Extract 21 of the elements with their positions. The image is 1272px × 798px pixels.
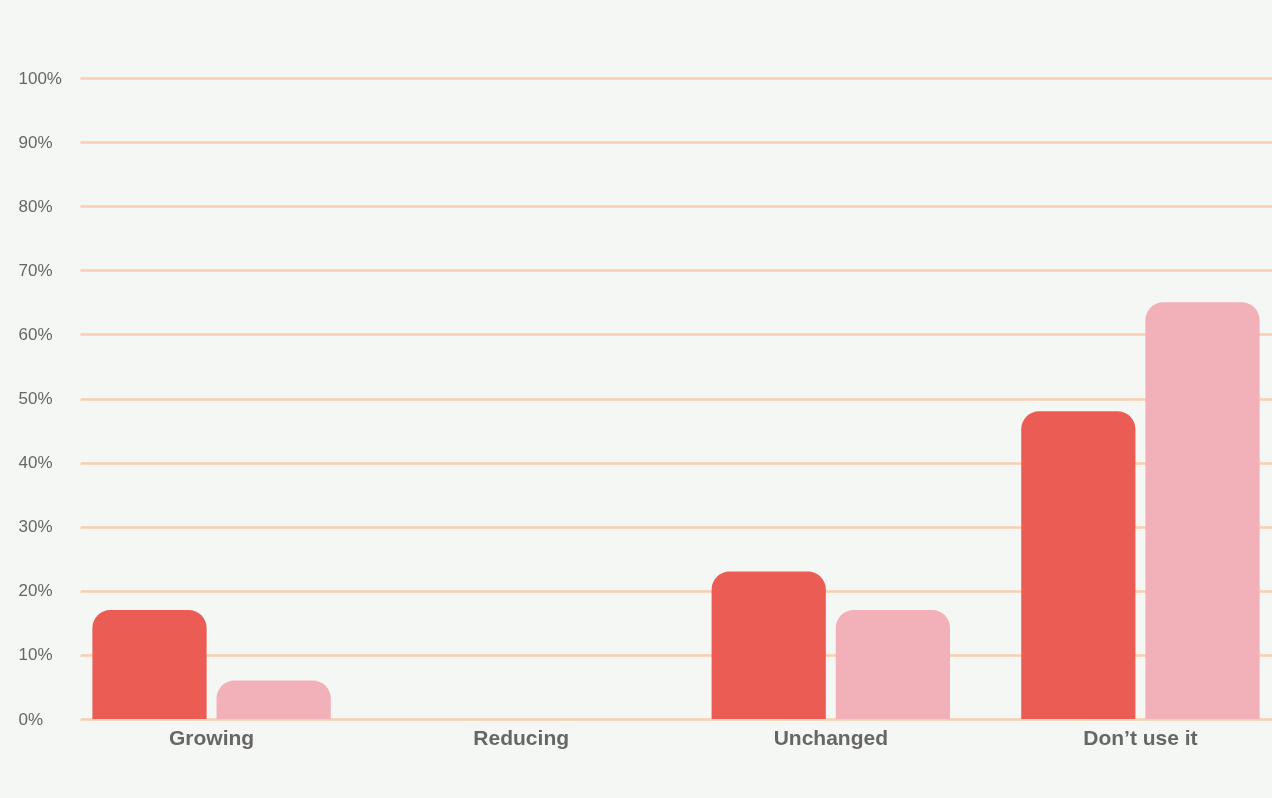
bar	[1145, 302, 1260, 719]
y-tick-label: 100%	[18, 68, 62, 88]
bar	[711, 571, 826, 719]
x-tick-label: Growing	[169, 725, 255, 749]
bar	[216, 680, 331, 719]
bar	[1021, 411, 1136, 719]
x-tick-label: Don’t use it	[1083, 725, 1198, 749]
y-tick-label: 20%	[18, 581, 53, 601]
y-tick-label: 10%	[18, 645, 53, 665]
x-tick-label: Reducing	[473, 725, 570, 749]
bar	[835, 610, 951, 719]
y-tick-label: 40%	[18, 453, 53, 473]
y-tick-label: 70%	[18, 260, 53, 280]
y-tick-label: 50%	[18, 389, 53, 408]
y-tick-label: 90%	[18, 132, 53, 152]
bar	[92, 610, 207, 719]
y-tick-label: 60%	[18, 324, 53, 344]
y-tick-label: 30%	[18, 517, 53, 537]
y-tick-label: 0%	[18, 709, 44, 729]
y-tick-label: 80%	[18, 196, 53, 216]
x-tick-label: Unchanged	[773, 725, 888, 749]
